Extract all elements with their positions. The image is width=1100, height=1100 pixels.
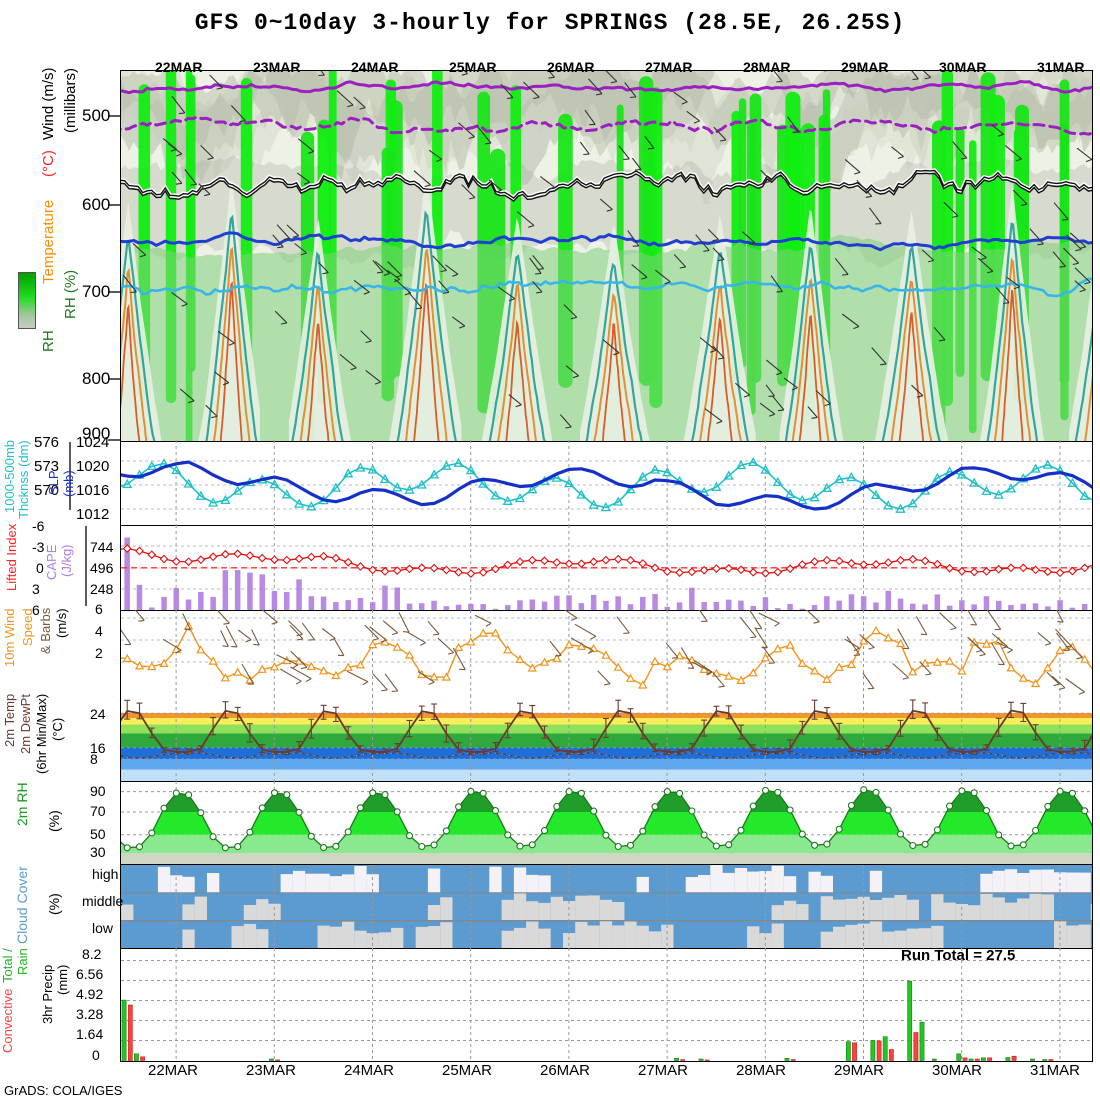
svg-text:Run Total = 27.5: Run Total = 27.5	[901, 948, 1015, 964]
